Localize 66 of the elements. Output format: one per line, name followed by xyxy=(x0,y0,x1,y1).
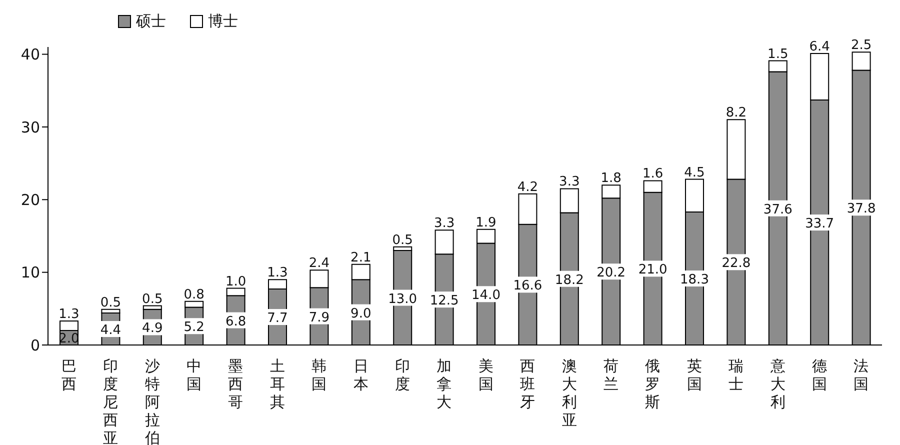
x-tick-label: 加拿大 xyxy=(436,357,452,411)
data-label: 2.1 xyxy=(350,250,372,266)
data-label: 1.3 xyxy=(267,266,288,281)
legend-label: 博士 xyxy=(208,12,238,31)
data-label: 7.9 xyxy=(308,310,330,326)
x-tick-label: 意大利 xyxy=(769,357,786,411)
data-label: 4.4 xyxy=(100,323,122,338)
y-tick-label: 40 xyxy=(20,46,40,64)
data-label: 8.2 xyxy=(726,106,747,121)
x-tick-label: 俄罗斯 xyxy=(645,357,660,411)
data-label: 2.5 xyxy=(850,38,872,54)
data-label: 3.3 xyxy=(434,216,455,232)
data-label: 1.0 xyxy=(225,274,246,290)
data-label: 16.6 xyxy=(513,278,542,294)
data-label: 0.8 xyxy=(184,287,204,302)
x-tick-label: 德国 xyxy=(812,357,827,393)
x-tick-label: 印度尼西亚 xyxy=(103,357,118,445)
legend-label: 硕士 xyxy=(136,12,166,31)
data-label: 9.0 xyxy=(350,306,372,322)
data-label: 18.2 xyxy=(554,272,584,288)
x-tick-label: 韩国 xyxy=(312,357,327,393)
data-label: 4.5 xyxy=(684,165,705,180)
x-tick-label: 土耳其 xyxy=(270,357,285,411)
x-tick-label: 西班牙 xyxy=(520,357,536,411)
data-label: 2.4 xyxy=(308,256,330,272)
x-tick-label: 中国 xyxy=(186,357,202,393)
data-label: 1.9 xyxy=(476,215,496,230)
x-tick-label: 瑞士 xyxy=(728,357,744,393)
data-label: 14.0 xyxy=(472,288,500,304)
x-tick-label: 巴西 xyxy=(61,357,76,393)
x-tick-label: 日本 xyxy=(353,357,368,393)
data-label: 1.5 xyxy=(768,46,788,62)
x-tick-label: 英国 xyxy=(686,357,702,393)
data-label: 5.2 xyxy=(184,320,204,336)
data-label: 37.6 xyxy=(763,202,792,218)
data-label: 1.8 xyxy=(600,171,622,186)
y-tick-label: 10 xyxy=(20,264,40,282)
data-label: 0.5 xyxy=(142,292,163,307)
x-tick-label: 荷兰 xyxy=(603,357,618,393)
data-label: 37.8 xyxy=(846,202,876,217)
data-label: 4.9 xyxy=(142,321,163,336)
data-label: 18.3 xyxy=(680,272,709,288)
data-label: 4.2 xyxy=(517,180,538,195)
data-label: 1.6 xyxy=(642,166,664,182)
x-tick-label: 沙特阿拉伯 xyxy=(144,357,160,445)
data-label: 22.8 xyxy=(722,256,751,272)
x-tick-label: 印度 xyxy=(394,357,410,393)
x-tick-label: 墨西哥 xyxy=(228,357,244,411)
y-tick-label: 20 xyxy=(20,190,40,209)
data-label: 7.7 xyxy=(267,311,288,326)
x-tick-label: 澳大利亚 xyxy=(562,357,577,429)
data-label: 6.4 xyxy=(809,40,830,55)
data-label: 12.5 xyxy=(430,294,459,309)
data-label: 20.2 xyxy=(596,266,626,281)
data-label: 1.3 xyxy=(58,307,80,322)
data-label: 0.5 xyxy=(392,232,413,248)
y-tick-label: 30 xyxy=(20,118,40,136)
data-label: 6.8 xyxy=(225,314,246,330)
y-tick-label: 0 xyxy=(30,336,40,354)
x-tick-label: 法国 xyxy=(854,357,869,393)
data-label: 13.0 xyxy=(388,292,418,307)
data-label: 21.0 xyxy=(638,262,668,278)
x-tick-label: 美国 xyxy=(478,357,494,393)
data-label: 33.7 xyxy=(805,216,834,232)
data-label: 3.3 xyxy=(559,174,580,190)
data-label: 0.5 xyxy=(100,295,122,310)
